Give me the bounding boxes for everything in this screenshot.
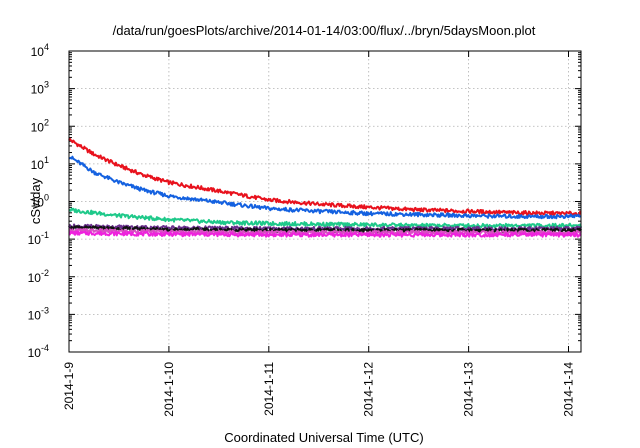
y-tick-label-exponent: 4 — [44, 42, 49, 52]
y-axis-label: cSv/day — [28, 177, 43, 224]
y-tick-label: 103 — [31, 80, 49, 97]
y-tick-label-exponent: -1 — [41, 230, 49, 240]
x-tick-label: 2014-1-11 — [262, 362, 276, 416]
y-tick-label: 101 — [31, 155, 49, 172]
series-line — [68, 230, 582, 238]
series-line — [68, 137, 582, 217]
y-tick-label-exponent: -3 — [41, 305, 49, 315]
y-tick-label-exponent: -4 — [41, 343, 49, 353]
x-tick-label: 2014-1-10 — [162, 362, 176, 417]
y-tick-label-base: 10 — [28, 233, 42, 247]
y-tick-label-base: 10 — [28, 346, 42, 360]
y-tick-label-exponent: 2 — [44, 117, 49, 127]
y-tick-label-exponent: 3 — [44, 80, 49, 90]
y-tick-label-exponent: -2 — [41, 268, 49, 278]
y-tick-label-exponent: 0 — [44, 193, 49, 203]
y-tick-label: 102 — [31, 117, 49, 134]
y-tick-label-base: 10 — [31, 83, 45, 97]
series-line — [68, 207, 582, 229]
x-axis-label: Coordinated Universal Time (UTC) — [224, 430, 423, 445]
series-line — [68, 155, 582, 220]
chart-title: /data/run/goesPlots/archive/2014-01-14/0… — [113, 23, 536, 38]
y-tick-label-base: 10 — [28, 271, 42, 285]
y-tick-label: 10-2 — [28, 268, 49, 285]
y-tick-label: 10-1 — [28, 230, 49, 247]
y-tick-label: 100 — [31, 193, 49, 210]
x-tick-label: 2014-1-13 — [462, 362, 476, 417]
y-tick-label-base: 10 — [31, 45, 45, 59]
x-tick-label: 2014-1-14 — [562, 362, 576, 417]
y-tick-label-base: 10 — [28, 308, 42, 322]
series-line — [68, 225, 582, 234]
y-tick-label: 104 — [31, 42, 49, 59]
y-tick-label-exponent: 1 — [44, 155, 49, 165]
y-tick-label-base: 10 — [31, 158, 45, 172]
y-tick-label-base: 10 — [31, 120, 45, 134]
x-tick-label: 2014-1-12 — [362, 362, 376, 417]
series-lines — [68, 137, 582, 238]
y-tick-label-base: 10 — [31, 196, 45, 210]
y-tick-label: 10-4 — [28, 343, 49, 360]
plot-frame — [68, 50, 582, 353]
x-tick-label: 2014-1-9 — [62, 362, 76, 410]
y-tick-label: 10-3 — [28, 305, 49, 322]
grid — [69, 51, 581, 352]
